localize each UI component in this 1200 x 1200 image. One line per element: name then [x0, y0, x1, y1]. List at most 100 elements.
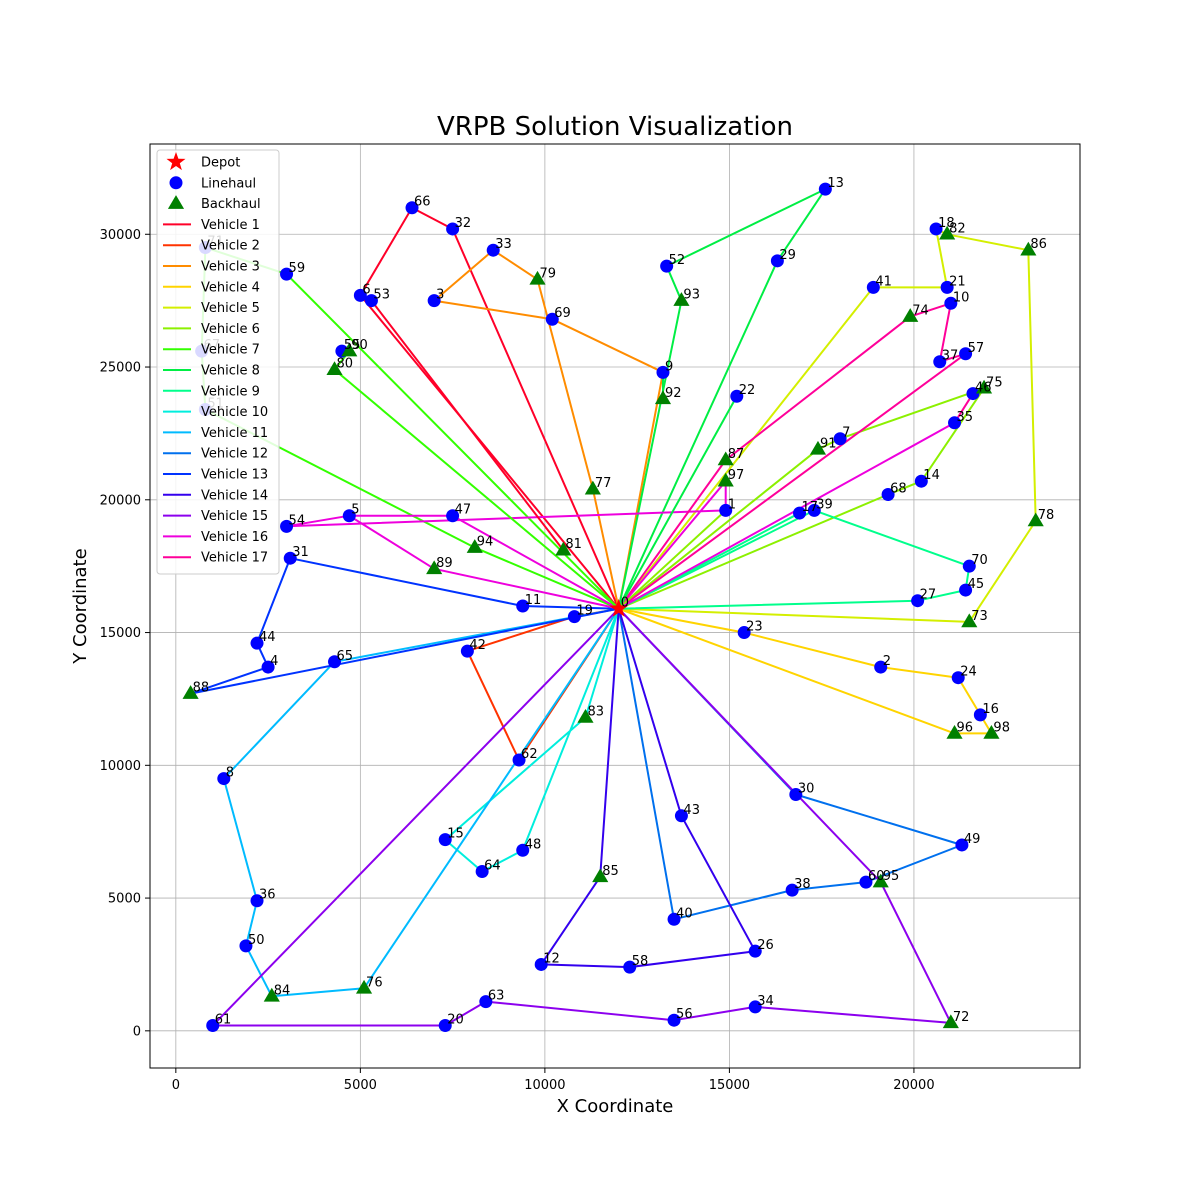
node-label: 82 [949, 221, 966, 236]
node-label: 96 [957, 720, 974, 735]
depot-label: 0 [621, 596, 629, 611]
linehaul-node [280, 267, 294, 281]
node-label: 16 [982, 702, 999, 717]
backhaul-node [529, 270, 546, 285]
node-label: 53 [373, 288, 390, 303]
linehaul-node [545, 312, 559, 326]
legend-label: Vehicle 15 [201, 509, 268, 524]
node-label: 58 [632, 954, 649, 969]
node-label: 6 [362, 282, 370, 297]
node-label: 37 [942, 349, 959, 364]
linehaul-node [940, 280, 954, 294]
linehaul-node [973, 708, 987, 722]
linehaul-node [833, 432, 847, 446]
backhaul-node [673, 292, 690, 306]
node-label: 54 [289, 513, 306, 528]
y-tick-label: 0 [133, 1024, 141, 1039]
linehaul-node [770, 254, 784, 268]
node-label: 27 [920, 588, 937, 603]
node-label: 74 [912, 304, 929, 319]
y-tick-label: 30000 [100, 228, 141, 243]
node-label: 20 [447, 1013, 464, 1028]
node-label: 69 [554, 306, 571, 321]
linehaul-node [914, 474, 928, 488]
node-label: 59 [289, 261, 306, 276]
node-label: 26 [757, 938, 774, 953]
backhaul-node [961, 613, 978, 628]
node-label: 13 [827, 176, 844, 191]
node-label: 50 [248, 933, 265, 948]
node-label: 91 [820, 436, 837, 451]
backhaul-node [902, 308, 919, 322]
linehaul-node [405, 201, 419, 215]
linehaul-node [807, 503, 821, 517]
linehaul-node [280, 519, 294, 533]
backhaul-node [717, 472, 734, 487]
node-label: 81 [565, 537, 582, 552]
backhaul-node [809, 440, 827, 455]
backhaul-node [872, 873, 889, 888]
linehaul-node [217, 772, 231, 786]
node-label: 7 [842, 426, 850, 441]
linehaul-node [656, 365, 670, 379]
linehaul-node [719, 503, 733, 517]
backhaul-node [983, 724, 1000, 739]
linehaul-node [512, 753, 526, 767]
x-tick-label: 5000 [344, 1078, 377, 1093]
linehaul-node [239, 939, 253, 953]
legend-label: Vehicle 11 [201, 426, 268, 441]
linehaul-node [881, 487, 895, 501]
y-tick-label: 20000 [100, 493, 141, 508]
linehaul-node [929, 222, 943, 236]
node-label: 33 [495, 237, 512, 252]
legend-label: Vehicle 1 [201, 218, 260, 233]
node-label: 52 [669, 253, 686, 268]
node-label: 98 [993, 720, 1010, 735]
backhaul-node [577, 709, 594, 723]
node-label: 48 [525, 837, 542, 852]
node-label: 62 [521, 747, 538, 762]
node-label: 61 [215, 1013, 232, 1028]
route-segment [617, 395, 738, 610]
node-label: 84 [274, 983, 291, 998]
legend-label: Vehicle 9 [201, 384, 260, 399]
y-tick-label: 10000 [100, 759, 141, 774]
legend-label: Vehicle 14 [201, 488, 268, 503]
depot-marker [609, 598, 629, 617]
y-tick-label: 15000 [100, 626, 141, 641]
linehaul-node [785, 883, 799, 897]
linehaul-node [948, 416, 962, 430]
linehaul-node [534, 957, 548, 971]
backhaul-node [1020, 241, 1037, 256]
route-segment [348, 514, 435, 570]
legend-label: Linehaul [201, 176, 256, 191]
node-label: 85 [602, 864, 619, 879]
linehaul-node [959, 347, 973, 361]
legend-label: Depot [201, 156, 240, 171]
node-label: 10 [953, 290, 970, 305]
linehaul-node [966, 387, 980, 401]
node-label: 66 [414, 195, 431, 210]
node-label: 64 [484, 859, 501, 874]
legend-label: Vehicle 12 [201, 447, 268, 462]
node-label: 31 [292, 545, 309, 560]
linehaul-node [364, 294, 378, 308]
node-label: 60 [868, 869, 885, 884]
node-label: 41 [875, 274, 892, 289]
backhaul-node [975, 379, 993, 394]
linehaul-node [328, 655, 342, 669]
linehaul-node [567, 610, 581, 624]
axis-ticks: 0 5000 10000 15000 20000 0 5000 10000 15000 20000… [100, 228, 935, 1093]
node-label: 88 [193, 681, 210, 696]
node-label: 92 [665, 386, 682, 401]
node-label: 1 [728, 497, 736, 512]
node-label: 42 [469, 638, 486, 653]
linehaul-node [674, 809, 688, 823]
y-axis-label: Y Coordinate [70, 548, 91, 664]
linehaul-node [427, 294, 441, 308]
legend-label: Vehicle 16 [201, 530, 268, 545]
legend-linehaul-marker [169, 176, 183, 190]
backhaul-node [466, 539, 483, 553]
linehaul-node [667, 912, 681, 926]
